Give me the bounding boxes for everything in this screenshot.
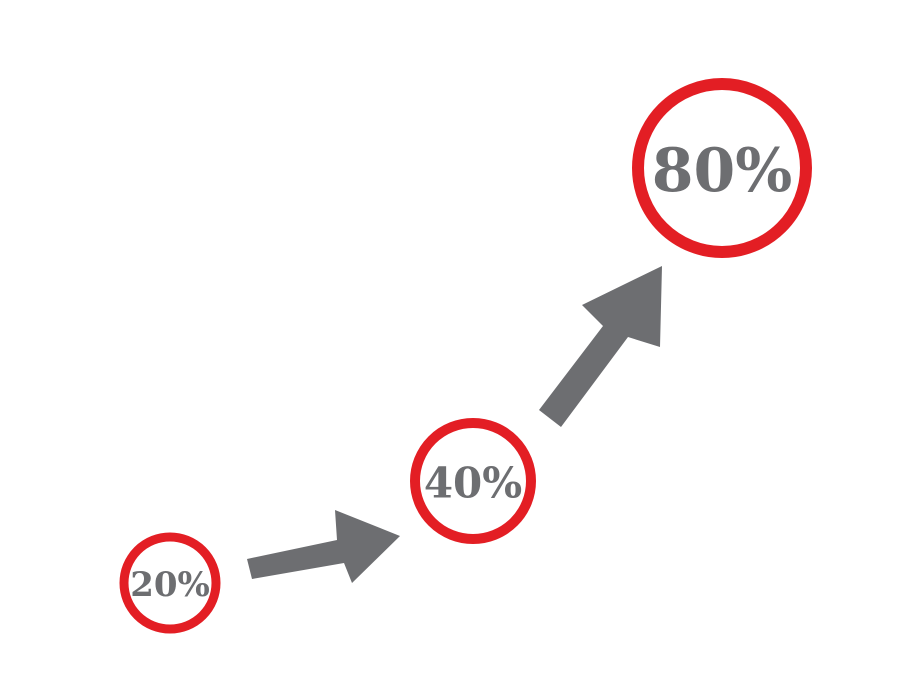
stage-3-ring: [632, 78, 812, 258]
stage-2-label: 40%: [424, 459, 522, 508]
stage-3: 80%: [632, 78, 812, 258]
arrow-right-icon: [247, 510, 400, 583]
stage-3-label: 80%: [652, 136, 793, 206]
stage-2: 40%: [410, 418, 536, 544]
stage-1: 20%: [119, 532, 221, 634]
stage-2-ring: [410, 418, 536, 544]
stage-1-ring: [119, 532, 221, 634]
stage-1-label: 20%: [130, 565, 210, 605]
arrow-up-right-icon: [539, 266, 662, 427]
